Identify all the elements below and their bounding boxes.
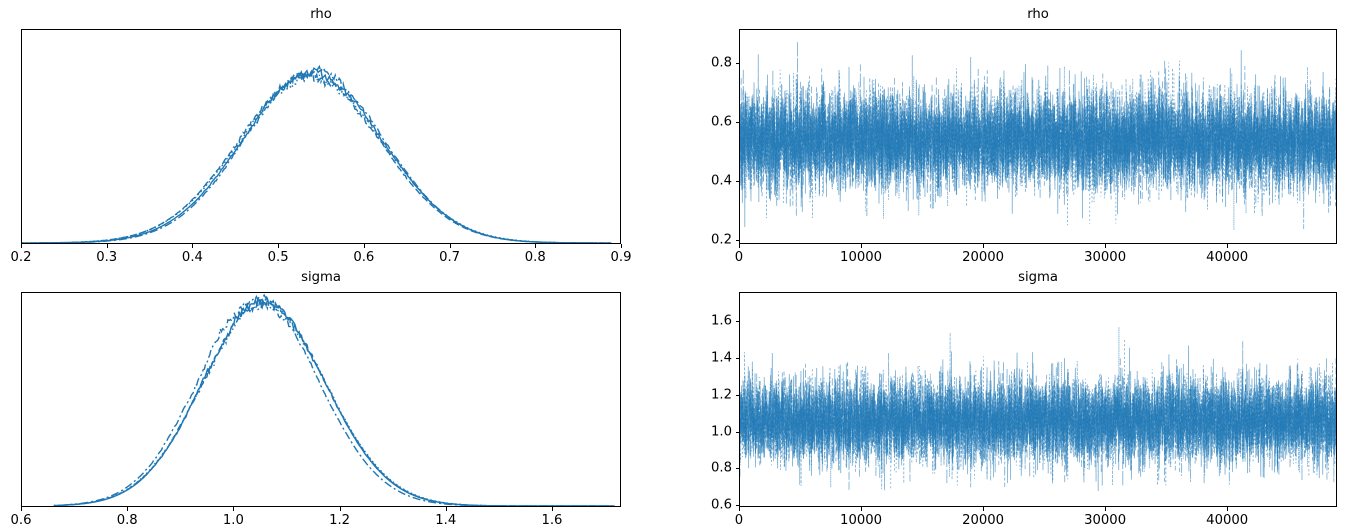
x-tick-mark (339, 507, 341, 511)
x-tick-label: 30000 (1084, 513, 1127, 528)
x-tick-label: 0.6 (353, 250, 375, 265)
x-tick-mark (106, 244, 108, 248)
x-tick-label: 40000 (1206, 250, 1249, 265)
density-curve (22, 71, 612, 243)
x-tick-mark (739, 244, 740, 248)
x-tick-mark (739, 507, 740, 511)
density-rho-curves (22, 64, 612, 243)
x-tick-mark (861, 244, 863, 248)
density-curve (39, 64, 595, 243)
x-tick-label: 30000 (1084, 250, 1127, 265)
y-tick-mark (735, 121, 739, 123)
x-tick-label: 1.6 (541, 513, 563, 528)
panel-density-sigma: sigma 0.6 0.8 1.0 1.2 1.4 1.6 (0, 263, 674, 528)
x-tick-mark (278, 244, 280, 248)
x-tick-label: 0.9 (610, 250, 632, 265)
density-sigma-curves (53, 293, 615, 506)
x-tick-label: 0.2 (10, 250, 32, 265)
x-tick-mark (127, 507, 129, 511)
x-tick-mark (21, 244, 22, 248)
x-tick-mark (1227, 244, 1229, 248)
x-tick-mark (1227, 507, 1229, 511)
x-tick-label: 0.8 (524, 250, 546, 265)
x-tick-label: 1.2 (329, 513, 351, 528)
x-tick-mark (192, 244, 194, 248)
y-tick-mark (735, 505, 739, 507)
x-tick-label: 40000 (1206, 513, 1249, 528)
x-tick-mark (233, 507, 235, 511)
y-tick-label: 0.6 (711, 497, 732, 513)
x-tick-label: 0 (734, 513, 744, 528)
x-tick-mark (1105, 244, 1107, 248)
x-tick-label: 1.0 (222, 513, 244, 528)
x-tick-label: 0.4 (181, 250, 203, 265)
y-tick-mark (735, 358, 739, 360)
trace-rho-lines (740, 41, 1336, 230)
trace-line (740, 60, 1336, 230)
y-tick-label: 0.8 (711, 55, 732, 71)
y-tick-mark (735, 321, 739, 323)
x-tick-mark (621, 244, 622, 248)
y-tick-label: 1.2 (711, 387, 732, 403)
x-tick-mark (535, 244, 537, 248)
trace-sigma-lines (740, 327, 1336, 492)
x-tick-label: 0.7 (439, 250, 461, 265)
y-tick-label: 1.6 (711, 313, 732, 329)
axes-trace-sigma (739, 292, 1337, 507)
panel-title-trace-sigma: sigma (1018, 270, 1058, 285)
y-tick-mark (735, 468, 739, 470)
x-tick-mark (861, 507, 863, 511)
y-tick-label: 1.0 (711, 424, 732, 440)
x-tick-label: 0.5 (267, 250, 289, 265)
panel-title-density-sigma: sigma (301, 270, 341, 285)
x-tick-label: 1.4 (435, 513, 457, 528)
panel-trace-sigma: sigma 0 10000 20000 30000 40000 0.6 0.8 1.0 1.2… (674, 263, 1348, 528)
y-tick-mark (735, 62, 739, 64)
panel-density-rho: rho 0.2 0.3 0.4 0.5 0.6 0.7 0.8 0.9 (0, 0, 674, 265)
x-tick-mark (21, 507, 22, 511)
x-tick-mark (983, 244, 985, 248)
y-tick-mark (735, 239, 739, 241)
panel-title-density-rho: rho (310, 7, 332, 22)
x-tick-mark (363, 244, 365, 248)
x-tick-label: 10000 (840, 250, 883, 265)
y-tick-label: 0.6 (711, 114, 732, 130)
y-tick-label: 1.4 (711, 350, 732, 366)
y-tick-label: 0.2 (711, 231, 732, 247)
x-tick-label: 20000 (962, 513, 1005, 528)
y-tick-mark (735, 180, 739, 182)
axes-density-sigma (21, 292, 621, 507)
density-curve (30, 71, 603, 243)
x-tick-label: 10000 (840, 513, 883, 528)
x-tick-mark (983, 507, 985, 511)
x-tick-label: 0 (734, 250, 744, 265)
y-tick-label: 0.4 (711, 173, 732, 189)
x-tick-mark (445, 507, 447, 511)
density-curve (53, 299, 615, 506)
x-tick-label: 0.8 (116, 513, 138, 528)
y-tick-mark (735, 394, 739, 396)
x-tick-mark (449, 244, 451, 248)
trace-line (740, 327, 1336, 490)
density-curve (53, 297, 615, 506)
panel-title-trace-rho: rho (1027, 7, 1049, 22)
x-tick-label: 0.6 (10, 513, 32, 528)
x-tick-mark (551, 507, 553, 511)
y-tick-label: 0.8 (711, 460, 732, 476)
x-tick-label: 0.3 (96, 250, 118, 265)
x-tick-mark (1105, 507, 1107, 511)
axes-density-rho (21, 29, 621, 244)
axes-trace-rho (739, 29, 1337, 244)
y-tick-mark (735, 431, 739, 433)
x-tick-label: 20000 (962, 250, 1005, 265)
panel-trace-rho: rho 0 10000 20000 30000 40000 0.2 0.4 0.6 0.8 (674, 0, 1348, 265)
density-curve (22, 67, 612, 243)
